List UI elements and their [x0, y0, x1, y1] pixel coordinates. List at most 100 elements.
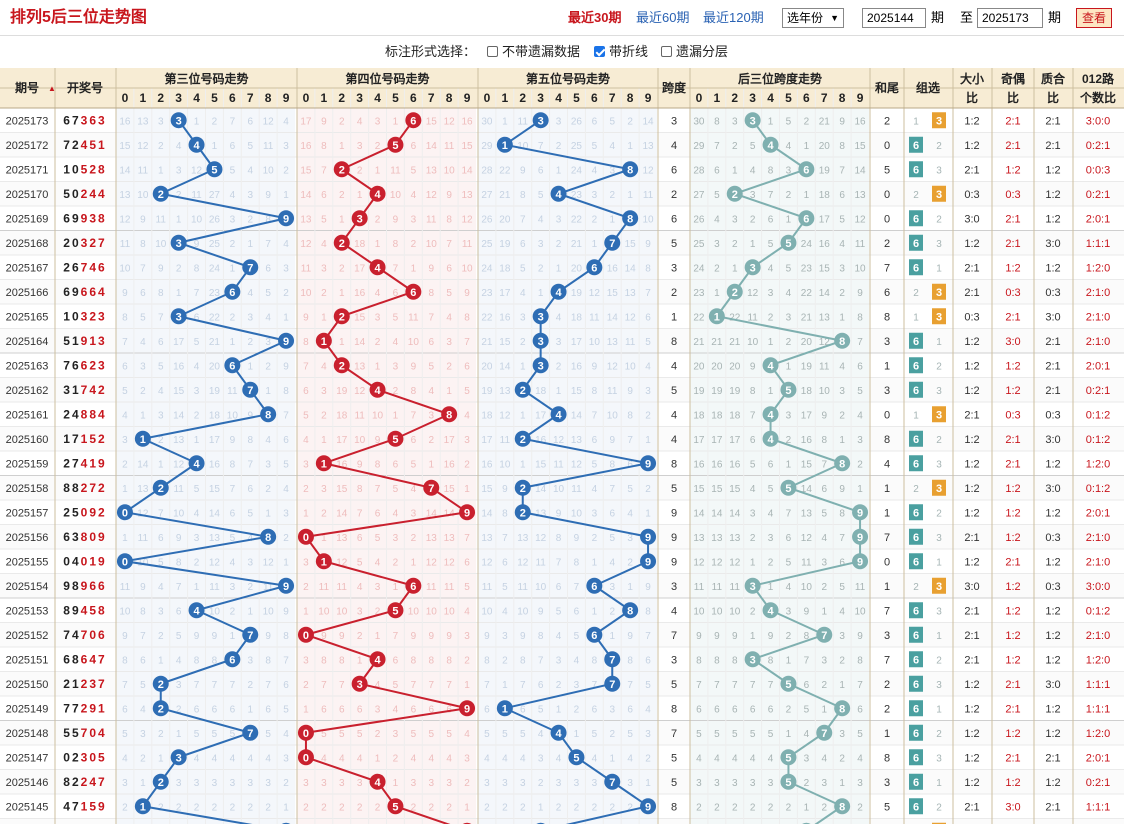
omission-value: 3 — [375, 312, 381, 323]
digit-header: 0 — [303, 91, 310, 105]
award-digit: 7 — [98, 236, 107, 250]
omission-value: 9 — [411, 361, 417, 372]
view-button[interactable]: 查看 — [1076, 8, 1113, 28]
span-ball-label: 7 — [821, 630, 827, 642]
range-120-link[interactable]: 最近120期 — [703, 10, 764, 25]
omission-value: 11 — [173, 484, 184, 495]
omission-value: 4 — [804, 729, 810, 740]
year-select[interactable]: 选年份 ▼ — [782, 8, 844, 28]
award-digit: 4 — [89, 260, 98, 274]
pos4-ball-label: 4 — [374, 385, 381, 397]
omission-value: 7 — [645, 288, 651, 299]
omission-value: 17 — [729, 435, 741, 446]
award-cell: 04019 — [63, 554, 106, 568]
award-digit: 2 — [89, 162, 98, 176]
omission-value: 7 — [592, 680, 598, 691]
award-digit: 3 — [63, 383, 72, 397]
award-digit: 9 — [72, 285, 81, 299]
pos4-ball — [387, 136, 404, 153]
omission-value: 5 — [502, 729, 508, 740]
omission-value: 7 — [732, 680, 738, 691]
omission-value: 8 — [321, 655, 327, 666]
omission-value: 2 — [158, 435, 164, 446]
omission-value: 1 — [339, 337, 345, 348]
route-cell: 0:1:2 — [1086, 483, 1110, 495]
omission-value: 6 — [732, 704, 738, 715]
pos3-ball-label: 5 — [211, 164, 217, 176]
award-digit: 5 — [98, 750, 107, 764]
award-digit: 0 — [89, 750, 98, 764]
omission-value: 15 — [571, 386, 583, 397]
omission-value: 5 — [428, 361, 434, 372]
option-polyline[interactable]: 带折线 — [594, 43, 648, 61]
omission-value: 7 — [520, 680, 526, 691]
span-ball — [762, 430, 779, 447]
checkbox-checked-icon[interactable] — [594, 46, 605, 57]
omission-value: 25 — [693, 239, 705, 250]
omission-value: 1 — [786, 459, 792, 470]
omission-value: 5 — [265, 288, 271, 299]
omission-value: 6 — [446, 704, 452, 715]
omission-value: 3 — [627, 778, 633, 789]
omission-value: 15 — [209, 484, 221, 495]
award-digit: 1 — [72, 383, 81, 397]
to-issue-input[interactable]: 2025173 — [977, 8, 1043, 28]
sum-tail-cell: 0 — [884, 213, 890, 225]
omission-value: 10 — [390, 190, 402, 201]
award-digit: 1 — [98, 138, 107, 152]
omission-value: 11 — [209, 582, 220, 593]
omission-value: 27 — [209, 190, 221, 201]
award-digit: 7 — [63, 701, 72, 715]
omission-value: 3 — [375, 704, 381, 715]
group-omission: 2 — [936, 214, 942, 225]
omission-value: 1 — [122, 533, 128, 544]
span-cell: 2 — [671, 189, 677, 201]
omission-value: 11 — [354, 410, 365, 421]
range-30-link[interactable]: 最近30期 — [568, 10, 622, 25]
group6-box — [909, 773, 923, 790]
omission-value: 2 — [283, 288, 289, 299]
pos5-ball — [514, 504, 531, 521]
span-ball-label: 4 — [767, 360, 774, 372]
omission-value: 19 — [499, 239, 511, 250]
award-digit: 6 — [81, 358, 90, 372]
pos3-ball — [278, 210, 295, 227]
omission-value: 2 — [212, 116, 218, 127]
omission-value: 1 — [321, 435, 327, 446]
omission-value: 8 — [428, 288, 434, 299]
award-digit: 6 — [63, 530, 72, 544]
pos3-ball — [152, 675, 169, 692]
checkbox-icon[interactable] — [661, 46, 672, 57]
award-digit: 4 — [81, 603, 90, 617]
group6-box — [909, 724, 923, 741]
omission-value: 7 — [140, 263, 146, 274]
group6-box — [909, 798, 923, 815]
pos3-ball — [152, 700, 169, 717]
range-60-link[interactable]: 最近60期 — [636, 10, 690, 25]
route-cell: 2:1:0 — [1086, 630, 1110, 642]
omission-value: 2 — [194, 410, 200, 421]
omission-value: 12 — [642, 165, 654, 176]
omission-value: 2 — [339, 802, 345, 813]
omission-value: 13 — [137, 116, 149, 127]
omission-value: 6 — [212, 704, 218, 715]
sum-tail-cell: 3 — [884, 336, 890, 348]
omission-value: 3 — [592, 508, 598, 519]
from-issue-input[interactable]: 2025144 — [862, 8, 926, 28]
sum-tail-cell: 5 — [884, 164, 890, 176]
omission-value: 7 — [411, 680, 417, 691]
omission-value: 7 — [212, 680, 218, 691]
omission-value: 3 — [247, 778, 253, 789]
omission-value: 4 — [768, 508, 774, 519]
omission-value: 13 — [642, 141, 654, 152]
pos4-ball-label: 2 — [339, 360, 345, 372]
checkbox-icon[interactable] — [487, 46, 498, 57]
pos3-ball — [188, 455, 205, 472]
omission-value: 3 — [556, 214, 562, 225]
option-omission-layer[interactable]: 遗漏分层 — [661, 43, 728, 61]
omission-value: 4 — [464, 606, 470, 617]
parity-cell: 3:0 — [1005, 336, 1020, 348]
option-no-omission[interactable]: 不带遗漏数据 — [487, 43, 580, 61]
omission-value: 8 — [857, 312, 863, 323]
omission-value: 2 — [786, 631, 792, 642]
